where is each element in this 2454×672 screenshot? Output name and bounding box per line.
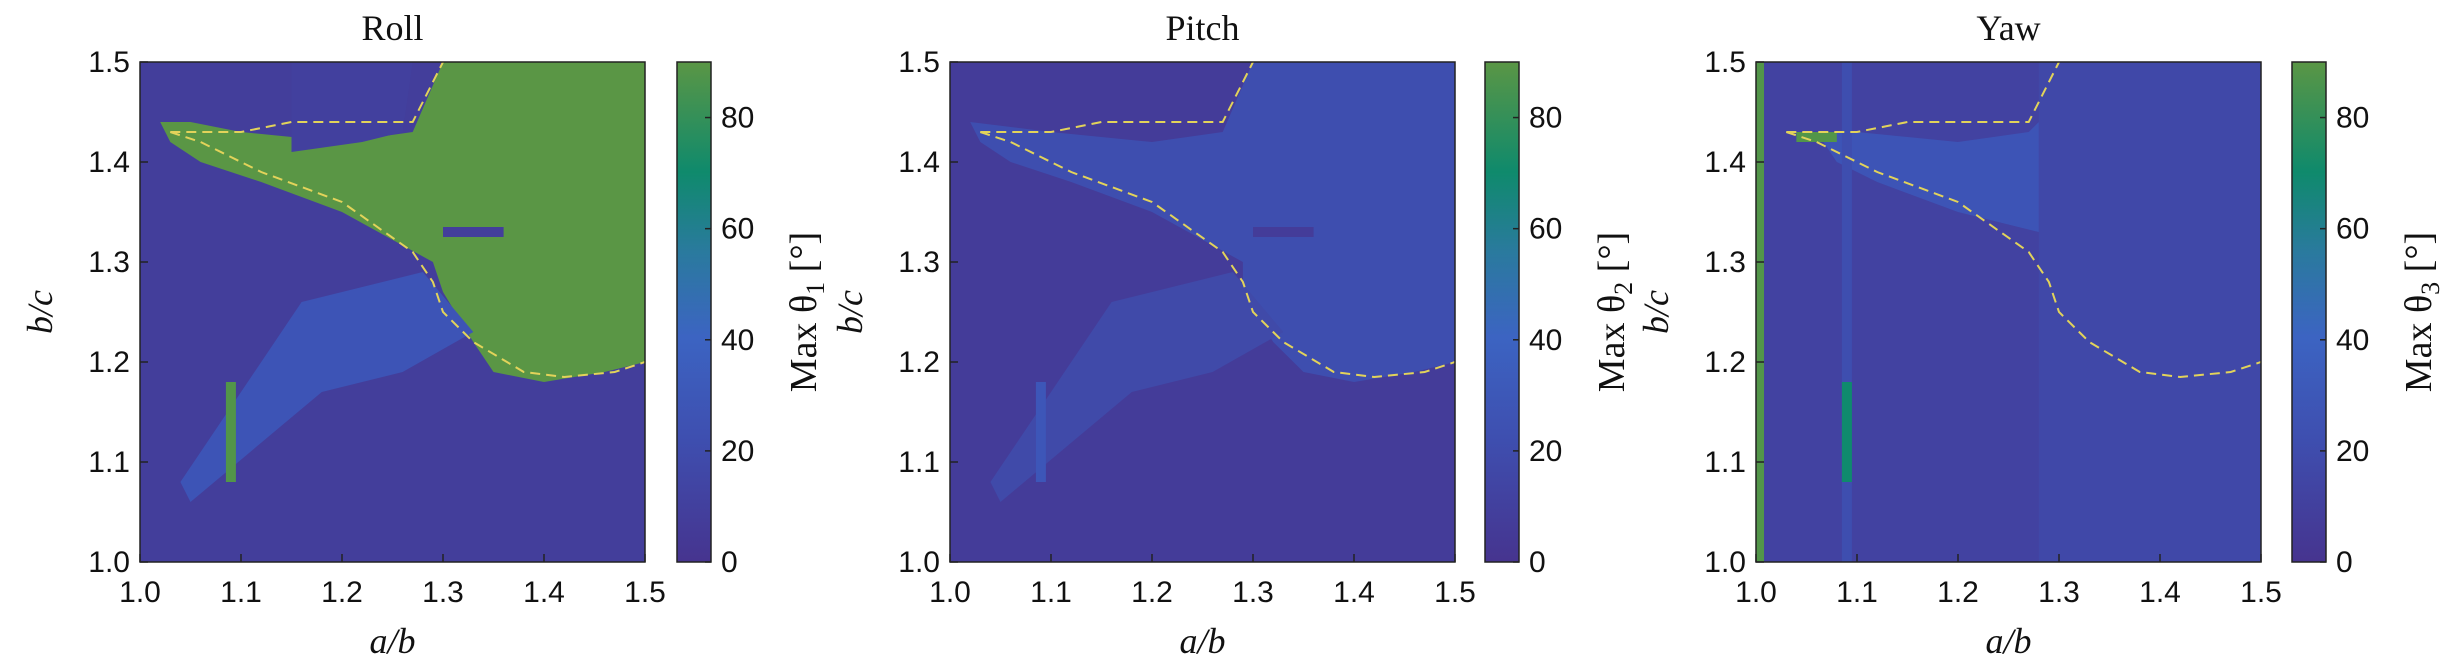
contour-line-lower [1785, 131, 2261, 379]
plot-frame [139, 61, 646, 563]
x-tick-label: 1.0 [119, 576, 161, 609]
heatmap-region [160, 62, 645, 382]
x-tick-label: 1.4 [1333, 576, 1375, 609]
y-axis-label: b/c [20, 290, 60, 334]
colorbar-tick-label: 40 [721, 324, 754, 357]
contour-line-upper [170, 62, 444, 133]
x-tick-label: 1.4 [523, 576, 565, 609]
heatmap-region [970, 62, 1455, 382]
x-axis-label: a/b [1985, 621, 2031, 661]
x-tick-label: 1.3 [1232, 576, 1274, 609]
x-tick-label: 1.5 [624, 576, 666, 609]
y-tick-label: 1.0 [88, 546, 130, 579]
x-axis-label: a/b [369, 621, 415, 661]
x-tick-label: 1.5 [2240, 576, 2282, 609]
colorbar-tick-label: 40 [1529, 324, 1562, 357]
x-tick-label: 1.1 [1836, 576, 1878, 609]
y-tick-label: 1.5 [898, 46, 940, 79]
y-tick-label: 1.3 [898, 246, 940, 279]
colorbar-tick-label: 80 [2336, 102, 2369, 135]
contour-line-lower [979, 131, 1455, 379]
plot-frame [949, 61, 1456, 563]
chart-title: Pitch [1165, 8, 1239, 48]
y-tick-label: 1.4 [88, 146, 130, 179]
colorbar-label: Max θ1 [°] [783, 232, 830, 392]
x-tick-label: 1.3 [2038, 576, 2080, 609]
chart-title: Roll [361, 8, 423, 48]
x-tick-label: 1.3 [422, 576, 464, 609]
heatmap-area [140, 62, 645, 562]
colorbar-tick-label: 80 [1529, 102, 1562, 135]
colorbar-tick-label: 20 [1529, 435, 1562, 468]
colorbar [1484, 61, 1520, 563]
plot-frame [1755, 61, 2262, 563]
heatmap-region [2038, 62, 2261, 562]
colorbar-tick-label: 60 [1529, 213, 1562, 246]
colorbar-tick-label: 0 [721, 546, 738, 579]
heatmap-region [180, 272, 474, 502]
x-axis-label: a/b [1179, 621, 1225, 661]
panel-roll: Roll 1.0 1.1 1.2 1.3 1.4 1.5 1.0 1.1 1.2 1.3 1.4 1.5… [20, 8, 830, 661]
y-tick-label: 1.0 [1704, 546, 1746, 579]
colorbar [2291, 61, 2327, 563]
x-tick-label: 1.0 [929, 576, 971, 609]
x-tick-label: 1.5 [1434, 576, 1476, 609]
x-tick-label: 1.1 [1030, 576, 1072, 609]
y-axis-label: b/c [830, 290, 870, 334]
colorbar-tick-label: 80 [721, 102, 754, 135]
x-tick-label: 1.0 [1735, 576, 1777, 609]
x-tick-label: 1.1 [220, 576, 262, 609]
contour-line-upper [980, 62, 1254, 133]
y-tick-label: 1.3 [88, 246, 130, 279]
heatmap-area [1756, 62, 2261, 562]
colorbar [676, 61, 712, 563]
y-tick-label: 1.1 [1704, 446, 1746, 479]
y-tick-label: 1.3 [1704, 246, 1746, 279]
x-tick-label: 1.2 [1937, 576, 1979, 609]
heatmap-area [950, 62, 1455, 562]
heatmap-region [990, 272, 1284, 502]
contour-line-lower [169, 131, 645, 379]
colorbar-tick-label: 0 [2336, 546, 2353, 579]
y-tick-label: 1.2 [88, 346, 130, 379]
y-tick-label: 1.4 [1704, 146, 1746, 179]
y-axis-label: b/c [1636, 290, 1676, 334]
colorbar-tick-label: 40 [2336, 324, 2369, 357]
contour-line-upper [1786, 62, 2060, 133]
y-tick-label: 1.5 [1704, 46, 1746, 79]
colorbar-label: Max θ3 [°] [2398, 232, 2445, 392]
colorbar-tick-label: 0 [1529, 546, 1546, 579]
chart-title: Yaw [1976, 8, 2040, 48]
panel-pitch: Pitch 1.0 1.1 1.2 1.3 1.4 1.5 1.0 1.1 1.2 1.3 1.4 1.… [830, 8, 1638, 661]
heatmap-region [1816, 122, 2039, 232]
panel-yaw: Yaw 1.0 1.1 1.2 1.3 1.4 1.5 1.0 1.1 1.2 1.3 1.4 1.5 a… [1636, 8, 2445, 661]
y-tick-label: 1.5 [88, 46, 130, 79]
y-tick-label: 1.1 [88, 446, 130, 479]
heatmap-region [291, 62, 413, 152]
colorbar-tick-label: 20 [721, 435, 754, 468]
y-tick-label: 1.4 [898, 146, 940, 179]
x-tick-label: 1.4 [2139, 576, 2181, 609]
colorbar-tick-label: 20 [2336, 435, 2369, 468]
y-tick-label: 1.2 [898, 346, 940, 379]
y-tick-label: 1.0 [898, 546, 940, 579]
y-tick-label: 1.1 [898, 446, 940, 479]
x-tick-label: 1.2 [321, 576, 363, 609]
colorbar-tick-label: 60 [721, 213, 754, 246]
x-tick-label: 1.2 [1131, 576, 1173, 609]
colorbar-tick-label: 60 [2336, 213, 2369, 246]
colorbar-label: Max θ2 [°] [1591, 232, 1638, 392]
y-tick-label: 1.2 [1704, 346, 1746, 379]
